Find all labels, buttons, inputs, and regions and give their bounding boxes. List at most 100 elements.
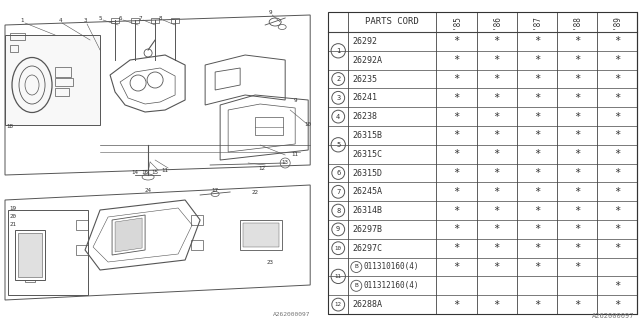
Text: *: * xyxy=(493,300,500,309)
Text: *: * xyxy=(534,93,540,103)
Text: '89: '89 xyxy=(612,15,621,29)
Text: *: * xyxy=(534,112,540,122)
Text: 11: 11 xyxy=(162,167,168,172)
Text: 9: 9 xyxy=(293,98,297,102)
Bar xyxy=(255,117,283,135)
Text: 26292: 26292 xyxy=(352,37,377,46)
Bar xyxy=(171,18,179,23)
Text: 7: 7 xyxy=(138,15,142,20)
Text: *: * xyxy=(453,36,460,46)
Text: B: B xyxy=(355,265,358,269)
Bar xyxy=(111,18,119,23)
Text: 011310160(4): 011310160(4) xyxy=(364,262,419,271)
Bar xyxy=(191,215,203,225)
Text: 9: 9 xyxy=(268,11,272,15)
Text: *: * xyxy=(453,93,460,103)
Text: *: * xyxy=(453,55,460,65)
Text: *: * xyxy=(493,168,500,178)
Text: *: * xyxy=(534,131,540,140)
Text: 2: 2 xyxy=(336,76,340,82)
Text: *: * xyxy=(493,74,500,84)
Text: *: * xyxy=(493,112,500,122)
Text: *: * xyxy=(453,262,460,272)
Text: 4: 4 xyxy=(336,114,340,120)
Text: *: * xyxy=(614,55,620,65)
Text: *: * xyxy=(534,74,540,84)
Text: 11: 11 xyxy=(292,153,299,157)
Text: 26314B: 26314B xyxy=(352,206,382,215)
Text: *: * xyxy=(534,243,540,253)
Bar xyxy=(76,245,88,255)
Text: 26315B: 26315B xyxy=(352,131,382,140)
Bar xyxy=(5,35,100,125)
Text: 8: 8 xyxy=(336,208,340,214)
Text: *: * xyxy=(614,243,620,253)
Text: *: * xyxy=(493,93,500,103)
Text: *: * xyxy=(534,224,540,234)
Text: *: * xyxy=(453,74,460,84)
Text: *: * xyxy=(534,300,540,309)
Text: PARTS CORD: PARTS CORD xyxy=(365,18,419,27)
Text: 26241: 26241 xyxy=(352,93,377,102)
Text: 26238: 26238 xyxy=(352,112,377,121)
Text: *: * xyxy=(614,168,620,178)
Text: 1: 1 xyxy=(20,19,24,23)
Bar xyxy=(191,240,203,250)
Text: 10: 10 xyxy=(335,246,342,251)
Bar xyxy=(55,78,73,86)
Text: 4: 4 xyxy=(58,19,62,23)
Text: 19: 19 xyxy=(10,205,17,211)
Text: *: * xyxy=(614,149,620,159)
Bar xyxy=(55,67,71,77)
Text: *: * xyxy=(493,262,500,272)
Text: 26315D: 26315D xyxy=(352,169,382,178)
Text: 7: 7 xyxy=(336,189,340,195)
Text: *: * xyxy=(453,168,460,178)
Text: 22: 22 xyxy=(252,189,259,195)
Text: *: * xyxy=(573,243,580,253)
Text: *: * xyxy=(453,187,460,197)
Text: *: * xyxy=(614,36,620,46)
Text: *: * xyxy=(614,281,620,291)
Text: *: * xyxy=(614,224,620,234)
Text: 26297C: 26297C xyxy=(352,244,382,253)
Text: *: * xyxy=(573,187,580,197)
Text: *: * xyxy=(493,36,500,46)
Text: *: * xyxy=(614,300,620,309)
Text: 12: 12 xyxy=(335,302,342,307)
Text: 10: 10 xyxy=(305,123,312,127)
Text: 5: 5 xyxy=(336,142,340,148)
Text: 8: 8 xyxy=(158,15,162,20)
Text: 26292A: 26292A xyxy=(352,56,382,65)
Text: 9: 9 xyxy=(336,227,340,232)
Text: 11: 11 xyxy=(335,274,342,279)
Text: *: * xyxy=(573,93,580,103)
Text: *: * xyxy=(493,224,500,234)
Text: 5: 5 xyxy=(99,15,102,20)
Text: *: * xyxy=(453,224,460,234)
Text: '87: '87 xyxy=(532,15,541,29)
Text: *: * xyxy=(573,74,580,84)
Text: *: * xyxy=(534,36,540,46)
Text: 24: 24 xyxy=(145,188,152,193)
Text: '88: '88 xyxy=(572,15,581,29)
Polygon shape xyxy=(115,218,142,252)
Text: 15: 15 xyxy=(152,170,159,174)
Text: 20: 20 xyxy=(10,213,17,219)
Text: 13: 13 xyxy=(282,159,289,164)
Text: *: * xyxy=(534,55,540,65)
Text: 26245A: 26245A xyxy=(352,187,382,196)
Text: 14: 14 xyxy=(132,170,139,174)
Text: *: * xyxy=(453,112,460,122)
Text: 6: 6 xyxy=(336,170,340,176)
Text: 3: 3 xyxy=(336,95,340,101)
Bar xyxy=(240,220,282,250)
Bar xyxy=(76,220,88,230)
Text: 1: 1 xyxy=(336,48,340,54)
Bar xyxy=(131,18,139,23)
Bar xyxy=(151,18,159,23)
Text: *: * xyxy=(493,187,500,197)
Text: *: * xyxy=(453,131,460,140)
Text: '85: '85 xyxy=(452,15,461,29)
Text: *: * xyxy=(614,112,620,122)
